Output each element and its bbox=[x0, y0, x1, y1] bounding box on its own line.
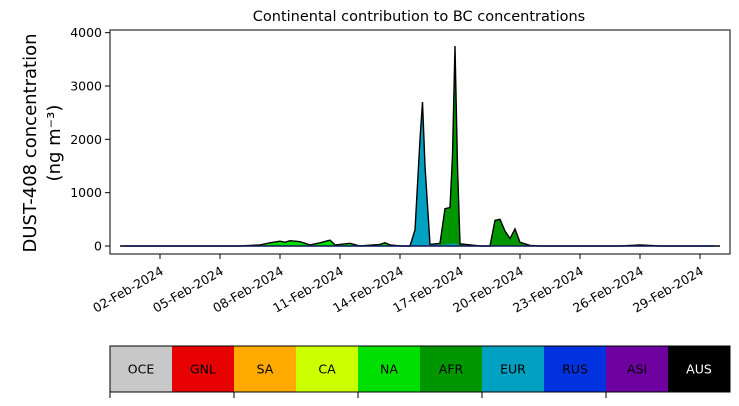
axes: 0100020003000400002-Feb-202405-Feb-20240… bbox=[70, 25, 731, 316]
y-axis-label-line2: (ng m⁻³) bbox=[44, 105, 65, 182]
legend-label-gnl: GNL bbox=[190, 362, 216, 377]
legend-label-ca: CA bbox=[318, 362, 336, 377]
legend: OCE GNL SA CA NA AFR EUR RUS ASI AUS bbox=[109, 345, 731, 398]
legend-label-asi: ASI bbox=[627, 362, 647, 377]
area-series-eur bbox=[120, 102, 720, 246]
legend-frame bbox=[109, 345, 731, 393]
legend-swatch-rus bbox=[544, 346, 606, 392]
y-axis-label: DUST-408 concentration bbox=[20, 33, 41, 252]
legend-swatch-gnl bbox=[172, 346, 234, 392]
legend-swatch-oce bbox=[110, 346, 172, 392]
legend-label-rus: RUS bbox=[562, 362, 588, 377]
legend-swatch-ca bbox=[296, 346, 358, 392]
chart-title: Continental contribution to BC concentra… bbox=[253, 9, 585, 25]
y-tick-label-2000: 2000 bbox=[70, 132, 102, 147]
plot-area bbox=[120, 45, 720, 247]
legend-swatch-asi bbox=[606, 346, 668, 392]
legend-label-eur: EUR bbox=[500, 362, 526, 377]
legend-swatch-eur bbox=[482, 346, 544, 392]
y-axis-label-line1: DUST-408 concentration bbox=[20, 33, 41, 252]
legend-label-oce: OCE bbox=[128, 362, 155, 377]
legend-label-afr: AFR bbox=[439, 362, 464, 377]
legend-swatch-afr bbox=[420, 346, 482, 392]
legend-label-sa: SA bbox=[257, 362, 274, 377]
legend-swatch-sa bbox=[234, 346, 296, 392]
legend-label-na: NA bbox=[380, 362, 398, 377]
area-series-na bbox=[120, 240, 720, 246]
y-axis-label-units: (ng m⁻³) bbox=[44, 105, 65, 182]
y-tick-label-0: 0 bbox=[94, 239, 102, 254]
y-tick-label-1000: 1000 bbox=[70, 185, 102, 200]
plot-frame bbox=[109, 29, 731, 255]
legend-swatch-aus bbox=[668, 346, 730, 392]
y-tick-label-3000: 3000 bbox=[70, 79, 102, 94]
y-tick-label-4000: 4000 bbox=[70, 25, 102, 40]
legend-label-aus: AUS bbox=[686, 362, 712, 377]
legend-swatch-na bbox=[358, 346, 420, 392]
